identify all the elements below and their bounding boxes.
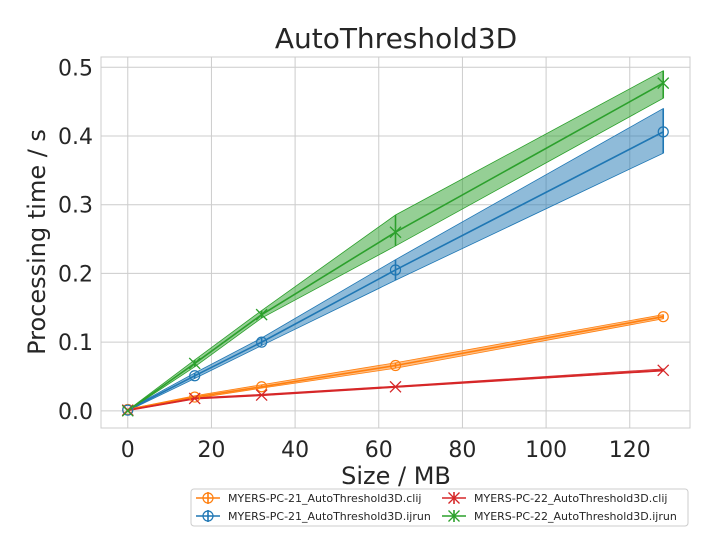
x-tick-label: 60 xyxy=(365,438,393,463)
data-point xyxy=(189,391,201,403)
data-point xyxy=(389,380,402,393)
x-tick-label: 20 xyxy=(197,438,225,463)
plot-frame xyxy=(100,56,691,429)
legend-label: MYERS-PC-21_AutoThreshold3D.ijrun xyxy=(228,510,431,523)
data-point xyxy=(657,364,670,377)
x-tick-label: 40 xyxy=(281,438,309,463)
data-point xyxy=(256,336,268,348)
y-tick-label: 0.4 xyxy=(58,125,93,150)
data-point xyxy=(389,359,402,372)
y-tick-label: 0.1 xyxy=(58,331,93,356)
legend-marker xyxy=(202,492,214,504)
data-point xyxy=(389,264,402,276)
data-point xyxy=(657,77,670,90)
legend-marker xyxy=(448,510,460,522)
x-axis-label: Size / MB xyxy=(341,462,451,490)
legend-label: MYERS-PC-22_AutoThreshold3D.clij xyxy=(474,492,667,505)
y-tick-label: 0.0 xyxy=(58,400,93,425)
data-point xyxy=(188,357,201,370)
chart-title: AutoThreshold3D xyxy=(275,22,517,55)
data-point xyxy=(389,226,402,239)
data-point xyxy=(188,392,201,405)
legend-marker xyxy=(202,510,214,522)
data-point xyxy=(657,311,669,323)
data-point xyxy=(122,404,134,416)
series-markers xyxy=(121,70,670,417)
data-point xyxy=(657,126,669,138)
x-tick-label: 120 xyxy=(609,438,651,463)
data-point xyxy=(189,370,201,382)
y-tick-label: 0.5 xyxy=(58,56,93,81)
legend: MYERS-PC-21_AutoThreshold3D.clij MYERS-PC… xyxy=(190,488,689,527)
legend-label: MYERS-PC-21_AutoThreshold3D.clij xyxy=(228,492,421,505)
data-point xyxy=(255,389,268,401)
y-tick-label: 0.3 xyxy=(58,194,93,219)
x-tick-label: 80 xyxy=(448,438,476,463)
legend-frame xyxy=(190,488,689,527)
y-tick-label: 0.2 xyxy=(58,262,93,287)
data-point xyxy=(256,381,268,393)
tick-labels: 0 20 40 60 80 100 120 0.0 0.1 0.2 0.3 0.4 0.5 xyxy=(58,56,651,463)
legend-label: MYERS-PC-22_AutoThreshold3D.ijrun xyxy=(474,510,677,523)
x-tick-label: 0 xyxy=(121,438,135,463)
legend-marker xyxy=(448,492,460,504)
data-point xyxy=(121,404,134,417)
y-axis-label: Processing time / s xyxy=(23,129,51,355)
x-tick-label: 100 xyxy=(525,438,567,463)
data-point xyxy=(255,308,268,321)
